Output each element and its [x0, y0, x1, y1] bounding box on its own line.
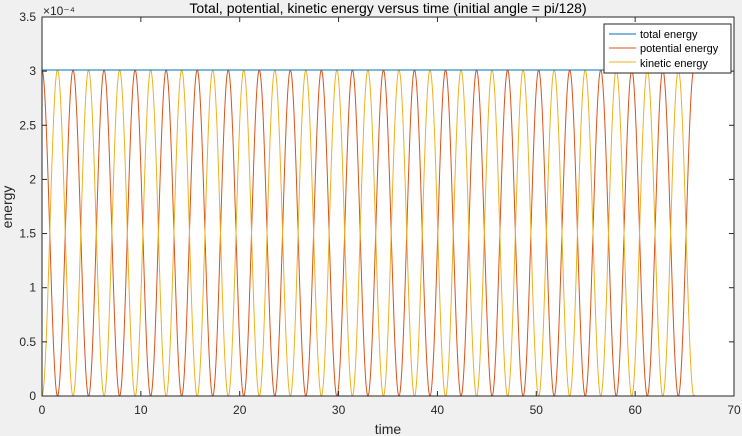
y-tick-label: 3: [29, 64, 36, 78]
x-tick-label: 0: [39, 403, 46, 417]
x-tick-label: 20: [233, 403, 247, 417]
x-tick-label: 10: [134, 403, 148, 417]
y-tick-label: 2.5: [19, 118, 36, 132]
x-tick-label: 60: [628, 403, 642, 417]
legend-label-total: total energy: [640, 29, 698, 41]
x-tick-label: 50: [530, 403, 544, 417]
x-axis-label: time: [375, 421, 402, 436]
legend: total energy potential energy kinetic en…: [603, 23, 732, 74]
y-exponent-label: ×10⁻⁴: [43, 4, 75, 18]
x-tick-label: 40: [431, 403, 445, 417]
y-tick-label: 3.5: [19, 10, 36, 24]
x-tick-label: 30: [332, 403, 346, 417]
y-tick-label: 0.5: [19, 335, 36, 349]
y-tick-label: 0: [29, 389, 36, 403]
x-tick-label: 70: [727, 403, 741, 417]
axes-box: [41, 16, 735, 397]
y-tick-label: 1.5: [19, 227, 36, 241]
chart-title: Total, potential, kinetic energy versus …: [189, 0, 586, 16]
y-axis-label: energy: [0, 186, 15, 229]
legend-label-kinetic: kinetic energy: [640, 58, 708, 70]
legend-label-potential: potential energy: [640, 43, 719, 55]
y-tick-label: 1: [29, 281, 36, 295]
y-tick-label: 2: [29, 172, 36, 186]
tick-layer: 0 10 20 30 40 50 60 70 0 0.5 1 1.5 2 2.5 3 3.5: [19, 10, 741, 417]
